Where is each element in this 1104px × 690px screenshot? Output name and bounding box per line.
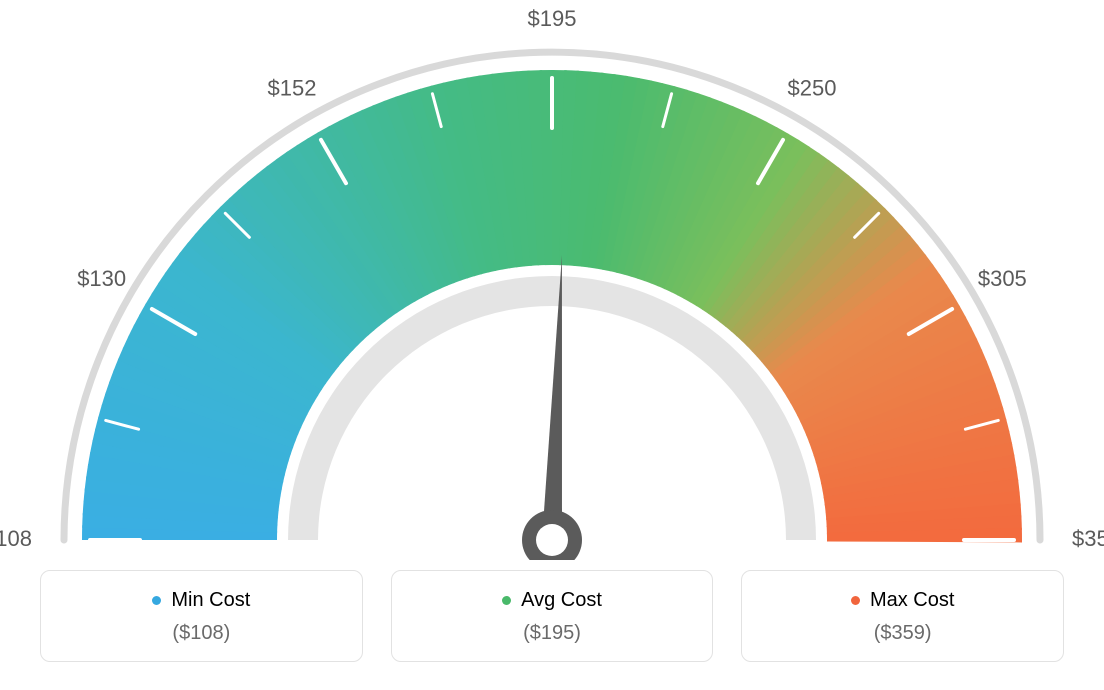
svg-text:$152: $152 bbox=[268, 76, 317, 101]
legend-label: Max Cost bbox=[870, 589, 954, 612]
svg-text:$108: $108 bbox=[0, 526, 32, 551]
legend-value-min: ($108) bbox=[51, 622, 352, 645]
legend-value-max: ($359) bbox=[752, 622, 1053, 645]
legend-row: Min Cost ($108) Avg Cost ($195) Max Cost… bbox=[40, 570, 1064, 662]
bullet-icon bbox=[851, 596, 860, 605]
legend-title-min: Min Cost bbox=[152, 589, 250, 612]
svg-text:$250: $250 bbox=[788, 76, 837, 101]
legend-label: Min Cost bbox=[171, 589, 250, 612]
gauge-chart: $108 $130 $152 $195 $250 $305 $359 bbox=[0, 0, 1104, 560]
bullet-icon bbox=[152, 596, 161, 605]
bullet-icon bbox=[502, 596, 511, 605]
legend-title-avg: Avg Cost bbox=[502, 589, 602, 612]
legend-title-max: Max Cost bbox=[851, 589, 954, 612]
legend-label: Avg Cost bbox=[521, 589, 602, 612]
legend-card-min: Min Cost ($108) bbox=[40, 570, 363, 662]
svg-text:$305: $305 bbox=[978, 266, 1027, 291]
legend-card-max: Max Cost ($359) bbox=[741, 570, 1064, 662]
legend-card-avg: Avg Cost ($195) bbox=[391, 570, 714, 662]
svg-text:$130: $130 bbox=[77, 266, 126, 291]
legend-value-avg: ($195) bbox=[402, 622, 703, 645]
svg-text:$359: $359 bbox=[1072, 526, 1104, 551]
svg-text:$195: $195 bbox=[528, 6, 577, 31]
